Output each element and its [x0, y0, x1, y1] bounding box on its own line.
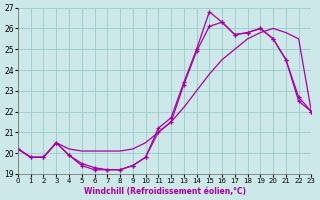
X-axis label: Windchill (Refroidissement éolien,°C): Windchill (Refroidissement éolien,°C)	[84, 187, 246, 196]
